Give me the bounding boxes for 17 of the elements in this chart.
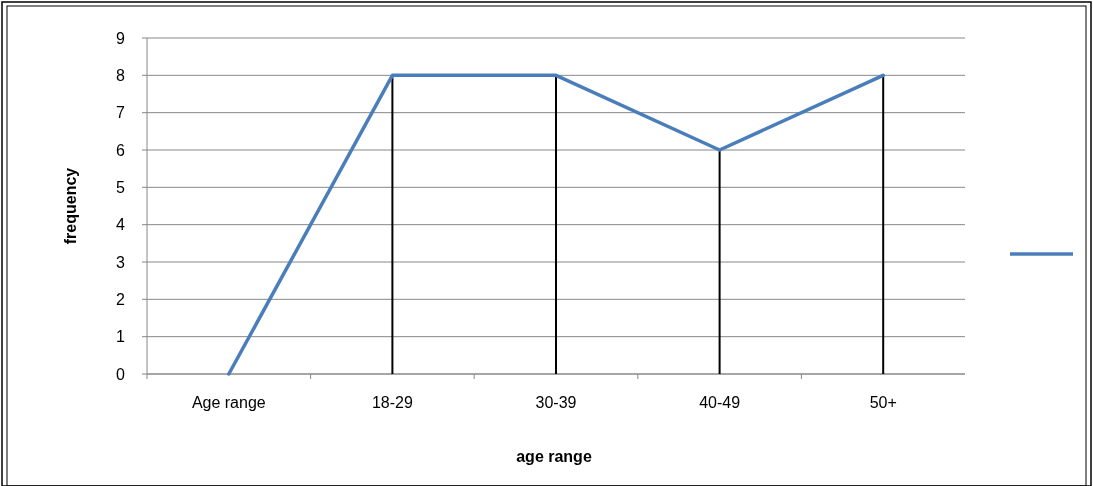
y-tick-label: 9 [116,29,126,47]
y-tick-label: 2 [116,290,126,308]
x-tick-label: 40-49 [699,394,741,411]
y-tick-label: 4 [116,216,126,234]
y-tick-label: 5 [116,178,126,196]
y-tick-label: 1 [116,328,126,346]
y-tick-label: 7 [116,104,126,122]
y-axis-title: frequency [62,167,79,245]
x-axis-title: age range [516,448,592,465]
x-tick-label: Age range [191,394,266,411]
y-tick-label: 6 [116,141,126,159]
y-tick-label: 0 [116,365,126,383]
x-tick-label: 50+ [869,394,897,411]
x-tick-label: 18-29 [371,394,413,411]
y-tick-label: 8 [116,66,126,84]
x-tick-label: 30-39 [535,394,577,411]
y-tick-label: 3 [116,253,126,271]
